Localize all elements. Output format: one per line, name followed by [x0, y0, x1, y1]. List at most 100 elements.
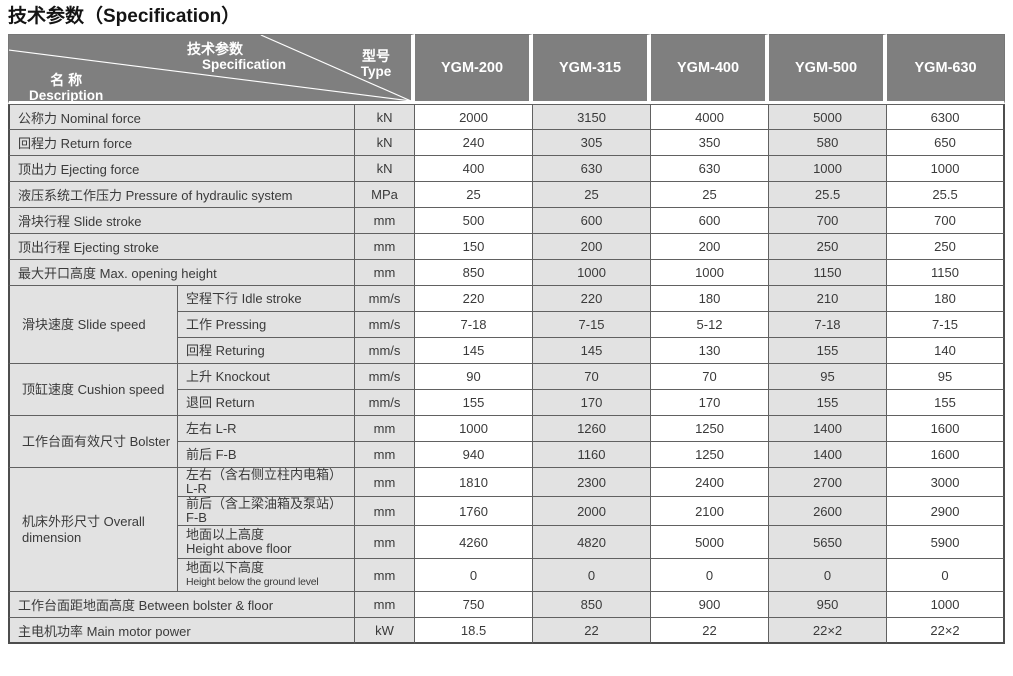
unit-cell: kN: [355, 156, 416, 182]
value-cell: 170: [651, 390, 770, 416]
row-label: 顶出行程 Ejecting stroke: [8, 234, 355, 260]
value-cell: 155: [887, 390, 1006, 416]
table-row: 工作台面有效尺寸 Bolster 左右 L-R mm 1000 1260 125…: [8, 416, 1006, 468]
value-cell: 5000: [769, 104, 888, 130]
value-cell: 145: [415, 338, 534, 364]
row-label: 主电机功率 Main motor power: [8, 618, 355, 644]
table-row: 工作台面距地面高度 Between bolster & floor mm 750…: [8, 592, 1006, 618]
row-label: 工作台面距地面高度 Between bolster & floor: [8, 592, 355, 618]
unit-cell: kN: [355, 130, 416, 156]
table-row: 前后（含上梁油箱及泵站） F-B mm 1760 2000 2100 2600 …: [8, 497, 1006, 526]
group-label-en: Bolster: [129, 433, 171, 449]
value-cell: 70: [533, 364, 652, 390]
table-row: 滑块行程 Slide stroke mm 500 600 600 700 700: [8, 208, 1006, 234]
value-cell: 1160: [533, 442, 652, 468]
value-cell: 1000: [887, 592, 1006, 618]
unit-cell: mm: [355, 526, 416, 559]
value-cell: 580: [769, 130, 888, 156]
value-cell: 950: [769, 592, 888, 618]
table-row: 地面以下高度 Height below the ground level mm …: [8, 559, 1006, 592]
value-cell: 750: [415, 592, 534, 618]
model-header: YGM-500: [769, 34, 888, 104]
table-row: 回程力 Return force kN 240 305 350 580 650: [8, 130, 1006, 156]
subrow-label: 左右（含右侧立柱内电箱） L-R: [178, 468, 355, 497]
unit-cell: mm: [355, 416, 416, 442]
value-cell: 5650: [769, 526, 888, 559]
unit-cell: mm: [355, 442, 416, 468]
unit-cell: MPa: [355, 182, 416, 208]
value-cell: 850: [415, 260, 534, 286]
value-cell: 630: [651, 156, 770, 182]
value-cell: 7-15: [533, 312, 652, 338]
value-cell: 5900: [887, 526, 1006, 559]
value-cell: 0: [533, 559, 652, 592]
subrow-label: 地面以上高度 Height above floor: [178, 526, 355, 559]
unit-cell: mm/s: [355, 338, 416, 364]
value-cell: 1400: [769, 416, 888, 442]
value-cell: 2700: [769, 468, 888, 497]
value-cell: 25.5: [769, 182, 888, 208]
row-label: 公称力 Nominal force: [8, 104, 355, 130]
value-cell: 305: [533, 130, 652, 156]
value-cell: 600: [533, 208, 652, 234]
group-label: 机床外形尺寸 Overall dimension: [8, 468, 178, 592]
table-row: 最大开口高度 Max. opening height mm 850 1000 1…: [8, 260, 1006, 286]
value-cell: 1600: [887, 442, 1006, 468]
value-cell: 155: [769, 338, 888, 364]
subrow-label-zh: 地面以上高度: [186, 527, 265, 542]
value-cell: 600: [651, 208, 770, 234]
row-label: 滑块行程 Slide stroke: [8, 208, 355, 234]
value-cell: 95: [769, 364, 888, 390]
corner-spec-en: Specification: [202, 57, 287, 72]
value-cell: 22: [533, 618, 652, 644]
value-cell: 155: [415, 390, 534, 416]
value-cell: 7-15: [887, 312, 1006, 338]
value-cell: 22: [651, 618, 770, 644]
header-corner-cell: 技术参数 Specification 名 称 Description 型号 Ty…: [8, 34, 416, 104]
group-label-zh: 顶缸速度: [22, 381, 75, 397]
subrow-label: 左右 L-R: [178, 416, 355, 442]
value-cell: 140: [887, 338, 1006, 364]
value-cell: 2600: [769, 497, 888, 526]
value-cell: 850: [533, 592, 652, 618]
value-cell: 3150: [533, 104, 652, 130]
corner-type-en: Type: [360, 64, 392, 79]
table-row: 前后 F-B mm 940 1160 1250 1400 1600: [8, 442, 1006, 468]
value-cell: 700: [887, 208, 1006, 234]
unit-cell: mm: [355, 234, 416, 260]
row-label: 液压系统工作压力 Pressure of hydraulic system: [8, 182, 355, 208]
group-label: 工作台面有效尺寸 Bolster: [8, 416, 178, 468]
unit-cell: mm/s: [355, 312, 416, 338]
value-cell: 2400: [651, 468, 770, 497]
corner-spec-label: 技术参数 Specification: [144, 42, 287, 73]
value-cell: 90: [415, 364, 534, 390]
value-cell: 350: [651, 130, 770, 156]
corner-name-zh: 名 称: [50, 72, 83, 88]
unit-cell: mm: [355, 497, 416, 526]
model-header: YGM-200: [415, 34, 534, 104]
subrow-label: 工作 Pressing: [178, 312, 355, 338]
table-row: 公称力 Nominal force kN 2000 3150 4000 5000…: [8, 104, 1006, 130]
value-cell: 1000: [533, 260, 652, 286]
row-label: 最大开口高度 Max. opening height: [8, 260, 355, 286]
unit-cell: kN: [355, 104, 416, 130]
table-row: 主电机功率 Main motor power kW 18.5 22 22 22×…: [8, 618, 1006, 644]
subrow-label: 地面以下高度 Height below the ground level: [178, 559, 355, 592]
value-cell: 4260: [415, 526, 534, 559]
value-cell: 0: [651, 559, 770, 592]
corner-name-label: 名 称 Description: [29, 72, 103, 104]
table-row: 退回 Return mm/s 155 170 170 155 155: [8, 390, 1006, 416]
value-cell: 210: [769, 286, 888, 312]
corner-type-label: 型号 Type: [347, 49, 405, 80]
value-cell: 250: [887, 234, 1006, 260]
unit-cell: mm: [355, 208, 416, 234]
table-row: 顶出力 Ejecting force kN 400 630 630 1000 1…: [8, 156, 1006, 182]
group-label-en: Slide speed: [77, 316, 146, 332]
page-title: 技术参数（Specification）: [8, 6, 241, 27]
value-cell: 2900: [887, 497, 1006, 526]
value-cell: 1250: [651, 442, 770, 468]
value-cell: 1810: [415, 468, 534, 497]
subrow-label: 空程下行 Idle stroke: [178, 286, 355, 312]
table-row: 滑块速度 Slide speed 空程下行 Idle stroke mm/s 2…: [8, 286, 1006, 364]
value-cell: 500: [415, 208, 534, 234]
